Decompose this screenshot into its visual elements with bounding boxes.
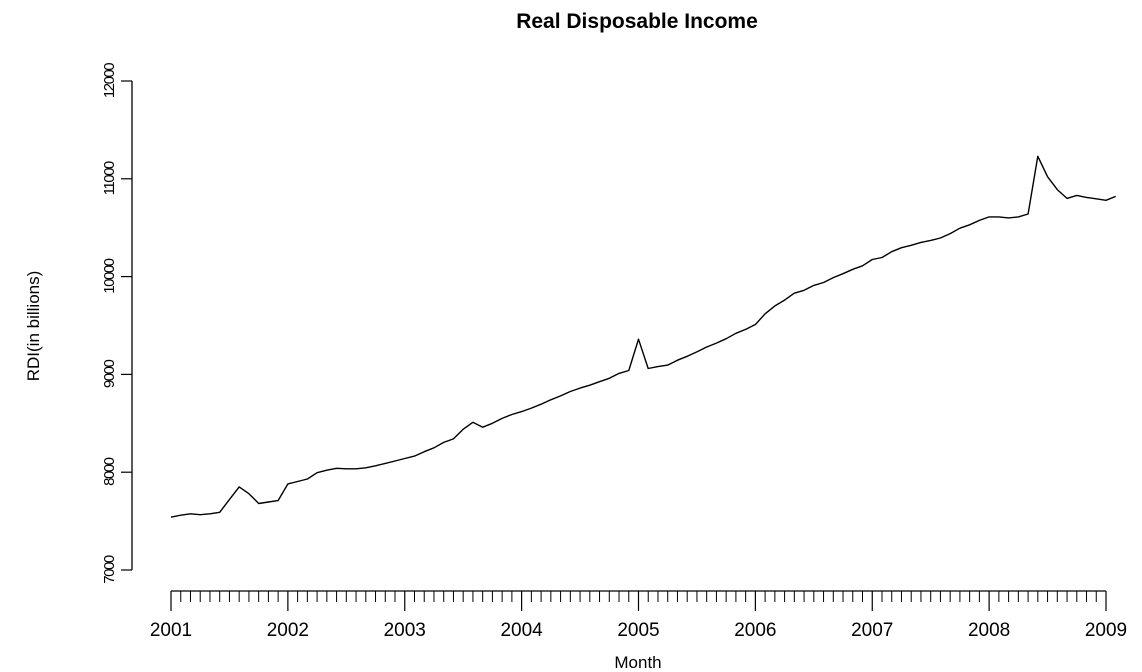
x-tick-label: 2002	[267, 620, 309, 641]
chart-title: Real Disposable Income	[516, 10, 758, 33]
y-tick-label: 11000	[101, 161, 118, 195]
x-tick-label: 2008	[968, 620, 1010, 641]
y-tick-label: 9000	[101, 360, 118, 389]
x-tick-label: 2001	[150, 620, 192, 641]
x-tick-label: 2007	[851, 620, 893, 641]
x-tick-label: 2006	[734, 620, 776, 641]
plot-area	[170, 155, 1116, 518]
x-tick-label: 2005	[617, 620, 659, 641]
y-tick-label: 10000	[101, 258, 118, 293]
y-tick-label: 12000	[101, 63, 118, 98]
x-axis: 2001 2002 2003 2004 2005 2006 2007 2008 2009	[150, 590, 1127, 641]
series-line-0	[170, 155, 1116, 518]
y-axis-label: RDI(in billions)	[24, 271, 43, 382]
x-tick-label: 2003	[384, 620, 426, 641]
y-tick-label: 7000	[101, 555, 118, 584]
x-axis-label: Month	[614, 653, 661, 672]
x-tick-label: 2004	[500, 620, 543, 641]
x-tick-label: 2009	[1085, 620, 1127, 641]
y-tick-label: 8000	[101, 457, 118, 486]
y-axis: 7000 8000 9000 10000 11000 12000	[101, 63, 133, 584]
